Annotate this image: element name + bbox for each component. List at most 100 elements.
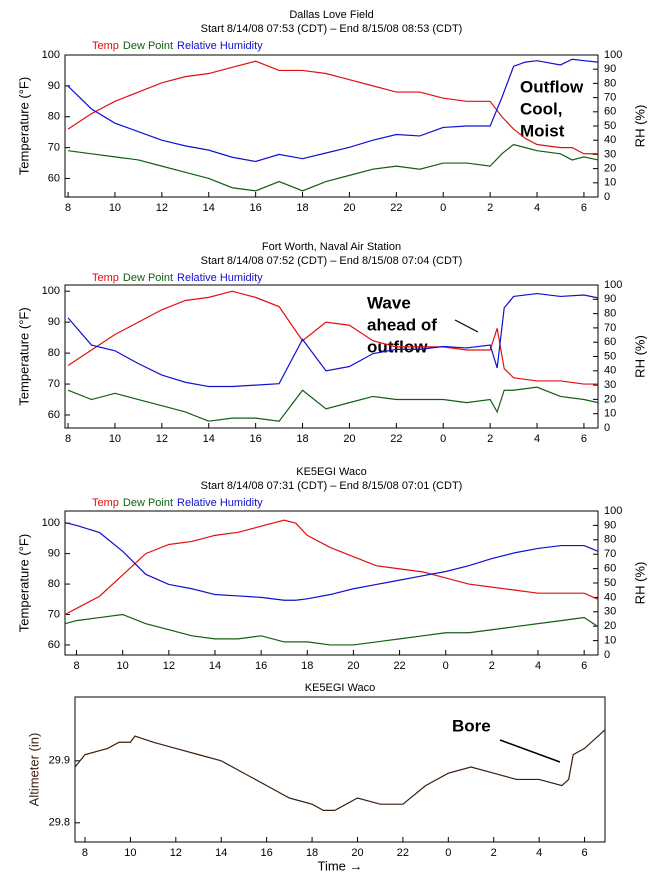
y2-tick-label: 0 [604, 422, 610, 434]
x-tick-label: 20 [343, 433, 355, 445]
y2-tick-label: 50 [604, 350, 616, 362]
y2-tick-label: 60 [604, 336, 616, 348]
y-axis-label: Temperature (°F) [16, 77, 31, 175]
y2-axis-label: RH (%) [632, 335, 647, 378]
y2-tick-label: 30 [604, 148, 616, 160]
y2-tick-label: 30 [604, 379, 616, 391]
y2-tick-label: 20 [604, 620, 616, 632]
data-line [64, 519, 599, 616]
y2-tick-label: 70 [604, 322, 616, 334]
x-tick-label: 2 [489, 660, 495, 672]
y-tick-label: 80 [48, 111, 60, 123]
x-tick-label: 14 [215, 847, 227, 859]
y2-axis-label: RH (%) [632, 105, 647, 148]
x-tick-label: 18 [296, 202, 308, 214]
chart-title: Fort Worth, Naval Air Station [262, 241, 401, 253]
y-tick-label: 90 [48, 80, 60, 92]
x-tick-label: 12 [156, 202, 168, 214]
x-tick-label: 4 [534, 433, 540, 445]
pointer [454, 319, 479, 333]
y-tick-label: 80 [48, 347, 60, 359]
y2-tick-label: 10 [604, 408, 616, 420]
y-tick-label: 90 [48, 316, 60, 328]
y2-tick-label: 0 [604, 191, 610, 203]
y2-tick-label: 100 [604, 505, 622, 517]
data-line [67, 290, 598, 385]
y2-tick-label: 90 [604, 293, 616, 305]
x-tick-label: 18 [301, 660, 313, 672]
data-line [64, 613, 599, 646]
data-line [64, 521, 599, 601]
y-tick-label: 70 [48, 378, 60, 390]
legend-entry: Dew Point [123, 40, 173, 52]
chart-subtitle: Start 8/14/08 07:31 (CDT) – End 8/15/08 … [201, 480, 463, 492]
annotation: Wave [367, 293, 411, 312]
plot-frame [64, 54, 599, 198]
legend-entry: Temp [92, 497, 119, 509]
legend-entry: Temp [92, 272, 119, 284]
y2-tick-label: 70 [604, 548, 616, 560]
x-tick-label: 6 [581, 660, 587, 672]
y2-tick-label: 70 [604, 92, 616, 104]
x-tick-label: 4 [536, 847, 542, 859]
x-tick-label: 0 [440, 433, 446, 445]
x-tick-label: 0 [440, 202, 446, 214]
y2-tick-label: 30 [604, 606, 616, 618]
data-line [67, 292, 599, 388]
y2-tick-label: 50 [604, 577, 616, 589]
data-line [67, 60, 598, 155]
x-tick-label: 18 [306, 847, 318, 859]
x-tick-label: 4 [535, 660, 541, 672]
data-line [67, 143, 599, 192]
legend-entry: Relative Humidity [177, 497, 263, 509]
chart-subtitle: Start 8/14/08 07:53 (CDT) – End 8/15/08 … [201, 23, 463, 35]
y2-tick-label: 10 [604, 177, 616, 189]
y2-tick-label: 10 [604, 635, 616, 647]
x-tick-label: 22 [393, 660, 405, 672]
y2-tick-label: 90 [604, 63, 616, 75]
x-tick-label: 16 [250, 202, 262, 214]
annotation: ahead of [367, 315, 437, 334]
x-tick-label: 22 [397, 847, 409, 859]
plot-frame [64, 284, 599, 429]
x-tick-label: 8 [82, 847, 88, 859]
y2-tick-label: 40 [604, 365, 616, 377]
x-tick-label: 20 [347, 660, 359, 672]
y-tick-label: 100 [42, 285, 60, 297]
x-tick-label: 2 [487, 202, 493, 214]
x-tick-label: 10 [124, 847, 136, 859]
x-tick-label: 20 [351, 847, 363, 859]
legend-entry: Temp [92, 40, 119, 52]
y-axis-label: Temperature (°F) [16, 534, 31, 632]
y2-tick-label: 100 [604, 49, 622, 61]
y-tick-label: 60 [48, 409, 60, 421]
y2-tick-label: 40 [604, 134, 616, 146]
chart-title: KE5EGI Waco [305, 682, 376, 694]
x-tick-label: 12 [170, 847, 182, 859]
data-line [67, 386, 599, 422]
x-tick-label: 0 [443, 660, 449, 672]
y-tick-label: 90 [48, 548, 60, 560]
x-tick-label: 22 [390, 202, 402, 214]
x-tick-label: 4 [534, 202, 540, 214]
y2-tick-label: 80 [604, 534, 616, 546]
annotation: Bore [452, 716, 491, 735]
chart-title: Dallas Love Field [289, 9, 373, 21]
data-line [74, 729, 606, 811]
x-tick-label: 12 [156, 433, 168, 445]
x-tick-label: 8 [65, 433, 71, 445]
y-tick-label: 70 [48, 142, 60, 154]
y2-axis-label: RH (%) [632, 562, 647, 605]
x-tick-label: 10 [109, 202, 121, 214]
x-axis-label: Time → [317, 858, 362, 873]
legend-entry: Relative Humidity [177, 40, 263, 52]
y2-tick-label: 40 [604, 591, 616, 603]
legend-entry: Dew Point [123, 497, 173, 509]
x-tick-label: 18 [296, 433, 308, 445]
x-tick-label: 0 [445, 847, 451, 859]
y-tick-label: 60 [48, 172, 60, 184]
y2-tick-label: 20 [604, 393, 616, 405]
x-tick-label: 12 [163, 660, 175, 672]
